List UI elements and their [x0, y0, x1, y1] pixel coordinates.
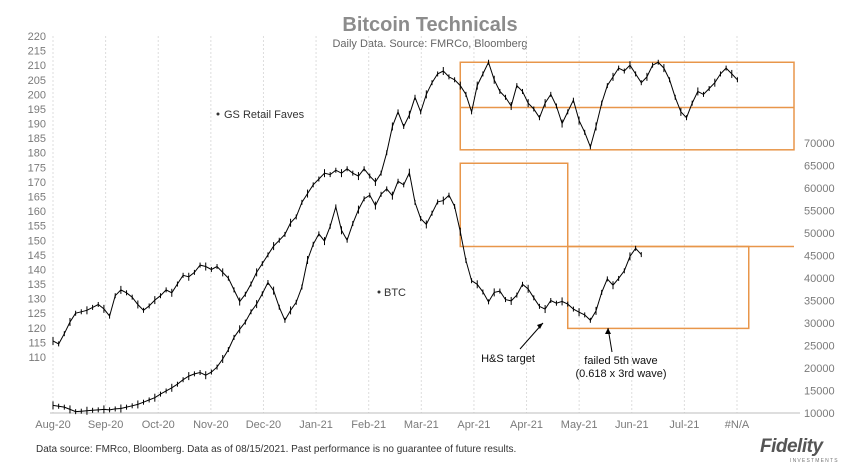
series-label-btc: BTC	[384, 287, 406, 299]
y-left-tick-label: 175	[28, 162, 46, 174]
series-label-gs-retail-faves: GS Retail Faves	[224, 109, 305, 121]
x-tick-label: Oct-20	[142, 419, 175, 431]
y-right-tick-label: 45000	[804, 251, 835, 263]
x-tick-label: Sep-20	[88, 419, 123, 431]
chart-subtitle: Daily Data. Source: FMRCo, Bloomberg	[332, 38, 527, 50]
y-left-tick-label: 145	[28, 250, 46, 262]
y-right-tick-label: 50000	[804, 228, 835, 240]
fidelity-logo-sub: INVESTMENTS	[790, 458, 839, 464]
y-left-tick-label: 180	[28, 148, 46, 160]
series-lines	[52, 59, 738, 415]
series-line-gs-retail-faves	[52, 60, 738, 345]
footer-note: Data source: FMRco, Bloomberg. Data as o…	[36, 444, 517, 455]
annotation-arrowhead	[605, 328, 611, 334]
y-left-tick-label: 185	[28, 133, 46, 145]
annotation-failed-5th-wave: failed 5th wave	[584, 355, 657, 367]
y-left-tick-label: 215	[28, 46, 46, 58]
y-left-tick-label: 150	[28, 235, 46, 247]
series-ticks-gs-retail-faves	[52, 59, 738, 347]
chart-title: Bitcoin Technicals	[342, 14, 517, 36]
annotation-arrowhead	[537, 323, 543, 329]
y-left-tick-label: 205	[28, 75, 46, 87]
series-ticks-btc	[52, 168, 642, 415]
axes: Aug-20 Sep-20 Oct-20 Nov-20 Dec-20 Jan-21 Feb-…	[28, 31, 835, 431]
pattern-boxes	[459, 61, 795, 330]
y-right-tick-label: 35000	[804, 296, 835, 308]
x-tick-label: May-21	[561, 419, 598, 431]
y-left-tick-label: 155	[28, 221, 46, 233]
label-marker	[216, 112, 220, 116]
y-right-tick-label: 65000	[804, 161, 835, 173]
y-left-tick-label: 170	[28, 177, 46, 189]
x-tick-label: Dec-20	[246, 419, 281, 431]
y-left-tick-label: 160	[28, 206, 46, 218]
x-tick-label: Apr-21	[510, 419, 543, 431]
y-left-tick-label: 115	[28, 337, 46, 349]
y-right-tick-label: 20000	[804, 363, 835, 375]
x-tick-label: Jul-21	[669, 419, 699, 431]
pattern-box	[459, 162, 569, 248]
x-tick-label: Jun-21	[615, 419, 649, 431]
y-right-tick-label: 30000	[804, 318, 835, 330]
y-left-tick-label: 140	[28, 264, 46, 276]
pattern-box	[566, 245, 750, 330]
y-left-tick-label: 135	[28, 279, 46, 291]
y-left-tick-label: 220	[28, 31, 46, 43]
grid	[52, 36, 738, 413]
x-tick-label: Jan-21	[299, 419, 333, 431]
y-right-tick-label: 15000	[804, 386, 835, 398]
pattern-box	[459, 61, 795, 151]
y-left-tick-label: 200	[28, 89, 46, 101]
annotation-hs-target: H&S target	[481, 353, 535, 365]
x-tick-label: Aug-20	[35, 419, 70, 431]
y-left-tick-label: 190	[28, 119, 46, 131]
y-left-tick-label: 210	[28, 60, 46, 72]
series-line-btc	[52, 171, 642, 413]
fidelity-logo: Fidelity	[760, 436, 823, 457]
y-right-tick-label: 40000	[804, 273, 835, 285]
x-tick-label: Nov-20	[193, 419, 228, 431]
y-left-tick-label: 110	[28, 352, 46, 364]
y-right-tick-label: 55000	[804, 206, 835, 218]
x-tick-label: Apr-21	[457, 419, 490, 431]
y-right-tick-label: 10000	[804, 408, 835, 420]
y-left-tick-label: 165	[28, 192, 46, 204]
y-right-tick-label: 70000	[804, 138, 835, 150]
y-right-tick-label: 60000	[804, 183, 835, 195]
annotation-failed-5th-wave-detail: (0.618 x 3rd wave)	[575, 368, 666, 380]
y-left-tick-label: 130	[28, 294, 46, 306]
y-left-tick-label: 195	[28, 104, 46, 116]
y-left-tick-label: 120	[28, 323, 46, 335]
annotations: H&S target failed 5th wave(0.618 x 3rd wa…	[216, 112, 667, 380]
x-tick-label: Mar-21	[404, 419, 439, 431]
label-marker	[377, 290, 381, 294]
y-left-tick-label: 125	[28, 308, 46, 320]
x-tick-label: #N/A	[725, 419, 750, 431]
x-tick-label: Feb-21	[351, 419, 386, 431]
y-right-tick-label: 25000	[804, 341, 835, 353]
